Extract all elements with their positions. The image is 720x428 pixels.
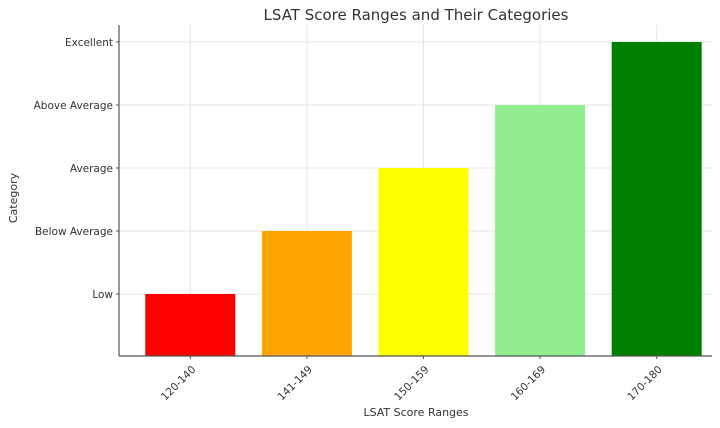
bar xyxy=(495,105,586,356)
y-tick-label: Low xyxy=(92,289,113,301)
x-tick-label: 170-180 xyxy=(625,364,665,404)
x-tick-label: 120-140 xyxy=(159,364,199,404)
x-tick-label: 150-159 xyxy=(392,364,432,404)
y-tick-label: Excellent xyxy=(65,37,113,49)
bar xyxy=(145,294,236,356)
y-axis-label: Category xyxy=(7,172,20,223)
y-tick-label: Below Average xyxy=(35,226,113,238)
y-axis-ticks: Low Below Average Average Above Average Exce… xyxy=(34,37,119,301)
bar xyxy=(378,168,469,356)
y-tick-label: Average xyxy=(70,163,113,175)
chart-title: LSAT Score Ranges and Their Categories xyxy=(264,6,569,24)
bar xyxy=(261,231,352,356)
x-tick-label: 141-149 xyxy=(276,364,316,404)
bar xyxy=(611,42,702,356)
bars xyxy=(145,42,702,356)
x-axis-label: LSAT Score Ranges xyxy=(363,406,468,419)
x-tick-label: 160-169 xyxy=(509,364,549,404)
y-tick-label: Above Average xyxy=(34,100,113,112)
x-axis-ticks: 120-140 141-149 150-159 160-169 170-180 xyxy=(159,356,665,403)
